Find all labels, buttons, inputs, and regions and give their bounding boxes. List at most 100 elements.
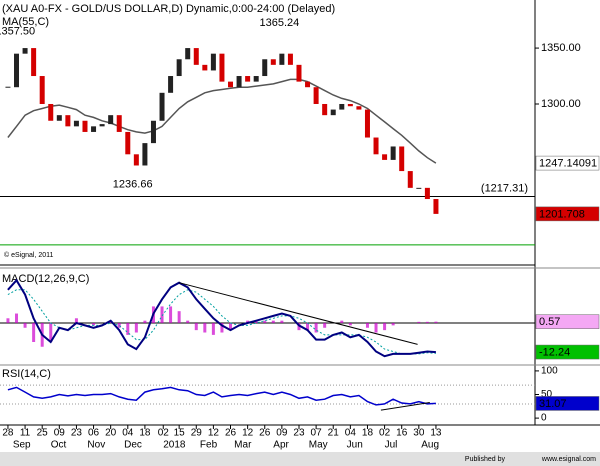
- x-tick-label: 28: [2, 428, 14, 439]
- x-tick-label: 15: [174, 428, 186, 439]
- candle: [219, 53, 225, 82]
- candle: [228, 81, 234, 88]
- ma-label: MA(55,C): [2, 16, 49, 28]
- candle: [65, 115, 71, 127]
- candle: [150, 120, 156, 144]
- candle: [108, 115, 114, 125]
- histogram-bar: [297, 323, 301, 331]
- line: [7, 289, 436, 355]
- histogram-bar: [425, 321, 429, 324]
- candle: [210, 53, 216, 71]
- month-label: Feb: [200, 440, 218, 451]
- candle: [168, 76, 174, 93]
- histogram-bar: [391, 323, 395, 326]
- histogram-bar: [314, 323, 318, 333]
- histogram-bar: [348, 323, 352, 326]
- candle: [296, 64, 302, 82]
- month-label: Apr: [273, 440, 289, 451]
- x-tick-label: 26: [225, 428, 237, 439]
- candle: [245, 76, 251, 82]
- candle: [193, 48, 199, 65]
- annotation: 1357.50: [0, 26, 35, 38]
- x-tick-label: 02: [379, 428, 391, 439]
- y-tick-label: 1300.00: [541, 98, 581, 110]
- candle: [416, 187, 422, 189]
- histogram-bar: [23, 323, 27, 328]
- footer-bar: [0, 452, 600, 466]
- x-tick-label: 09: [276, 428, 288, 439]
- histogram-bar: [15, 313, 19, 324]
- histogram-bar: [160, 306, 164, 324]
- source: © eSignal, 2011: [4, 251, 54, 259]
- histogram-bar: [229, 323, 233, 331]
- value-box: [535, 314, 600, 329]
- line: [7, 386, 436, 406]
- candle: [424, 187, 430, 200]
- histogram-bar: [211, 323, 215, 335]
- x-tick-label: 04: [122, 428, 134, 439]
- histogram-bar: [74, 318, 78, 324]
- x-tick-label: 20: [105, 428, 117, 439]
- line: [380, 402, 430, 411]
- candle: [116, 115, 122, 132]
- candle: [99, 124, 105, 127]
- histogram-bar: [194, 323, 198, 331]
- candle: [91, 126, 97, 132]
- value-box: [535, 206, 600, 222]
- annotation: 1236.66: [113, 179, 153, 191]
- x-tick-label: 11: [20, 428, 31, 439]
- candle: [236, 76, 242, 88]
- histogram-bar: [254, 320, 258, 324]
- candle: [82, 120, 88, 132]
- value-box: [535, 396, 600, 411]
- histogram-bar: [383, 323, 387, 331]
- x-tick-label: 09: [54, 428, 66, 439]
- histogram-bar: [186, 320, 190, 324]
- x-tick-label: 29: [191, 428, 203, 439]
- rsi-title: RSI(14,C): [2, 368, 51, 380]
- x-tick-label: 07: [311, 428, 323, 439]
- candle: [176, 59, 182, 77]
- histogram-bar: [220, 323, 224, 333]
- candle: [253, 76, 259, 82]
- candle: [305, 81, 311, 88]
- x-tick-label: 23: [293, 428, 305, 439]
- candle: [270, 59, 276, 65]
- footer-text: Published by: [465, 456, 506, 463]
- candle: [142, 143, 148, 166]
- candle: [56, 115, 62, 121]
- candle: [313, 87, 319, 104]
- candle: [5, 86, 11, 88]
- candle: [339, 103, 345, 110]
- x-tick-label: 21: [328, 428, 340, 439]
- candle: [373, 137, 379, 155]
- histogram-bar: [32, 323, 36, 342]
- x-tick-label: 12: [208, 428, 220, 439]
- candle: [279, 53, 285, 65]
- value-box-label: 1201.708: [539, 208, 585, 220]
- chart-title: (XAU A0-FX - GOLD/US DOLLAR,D) Dynamic,0…: [2, 3, 335, 15]
- candle: [159, 92, 165, 121]
- line: [7, 78, 437, 164]
- line: [7, 278, 436, 358]
- line: [178, 282, 418, 345]
- candle: [125, 131, 131, 155]
- candle: [48, 103, 54, 121]
- month-label: Jul: [385, 440, 398, 451]
- x-tick-label: 25: [37, 428, 49, 439]
- histogram-bar: [49, 323, 53, 342]
- value-box-label: -12.24: [539, 346, 570, 358]
- month-label: Oct: [51, 440, 67, 451]
- candle: [73, 120, 79, 127]
- histogram-bar: [365, 323, 369, 328]
- candle: [382, 154, 388, 160]
- histogram-bar: [306, 323, 310, 331]
- histogram-bar: [134, 323, 138, 333]
- candle: [399, 146, 405, 172]
- candle: [202, 64, 208, 71]
- month-label: 2018: [163, 440, 186, 451]
- candle: [31, 48, 37, 77]
- y-tick-label: 100: [541, 366, 558, 377]
- histogram-bar: [177, 311, 181, 324]
- candle: [22, 48, 28, 54]
